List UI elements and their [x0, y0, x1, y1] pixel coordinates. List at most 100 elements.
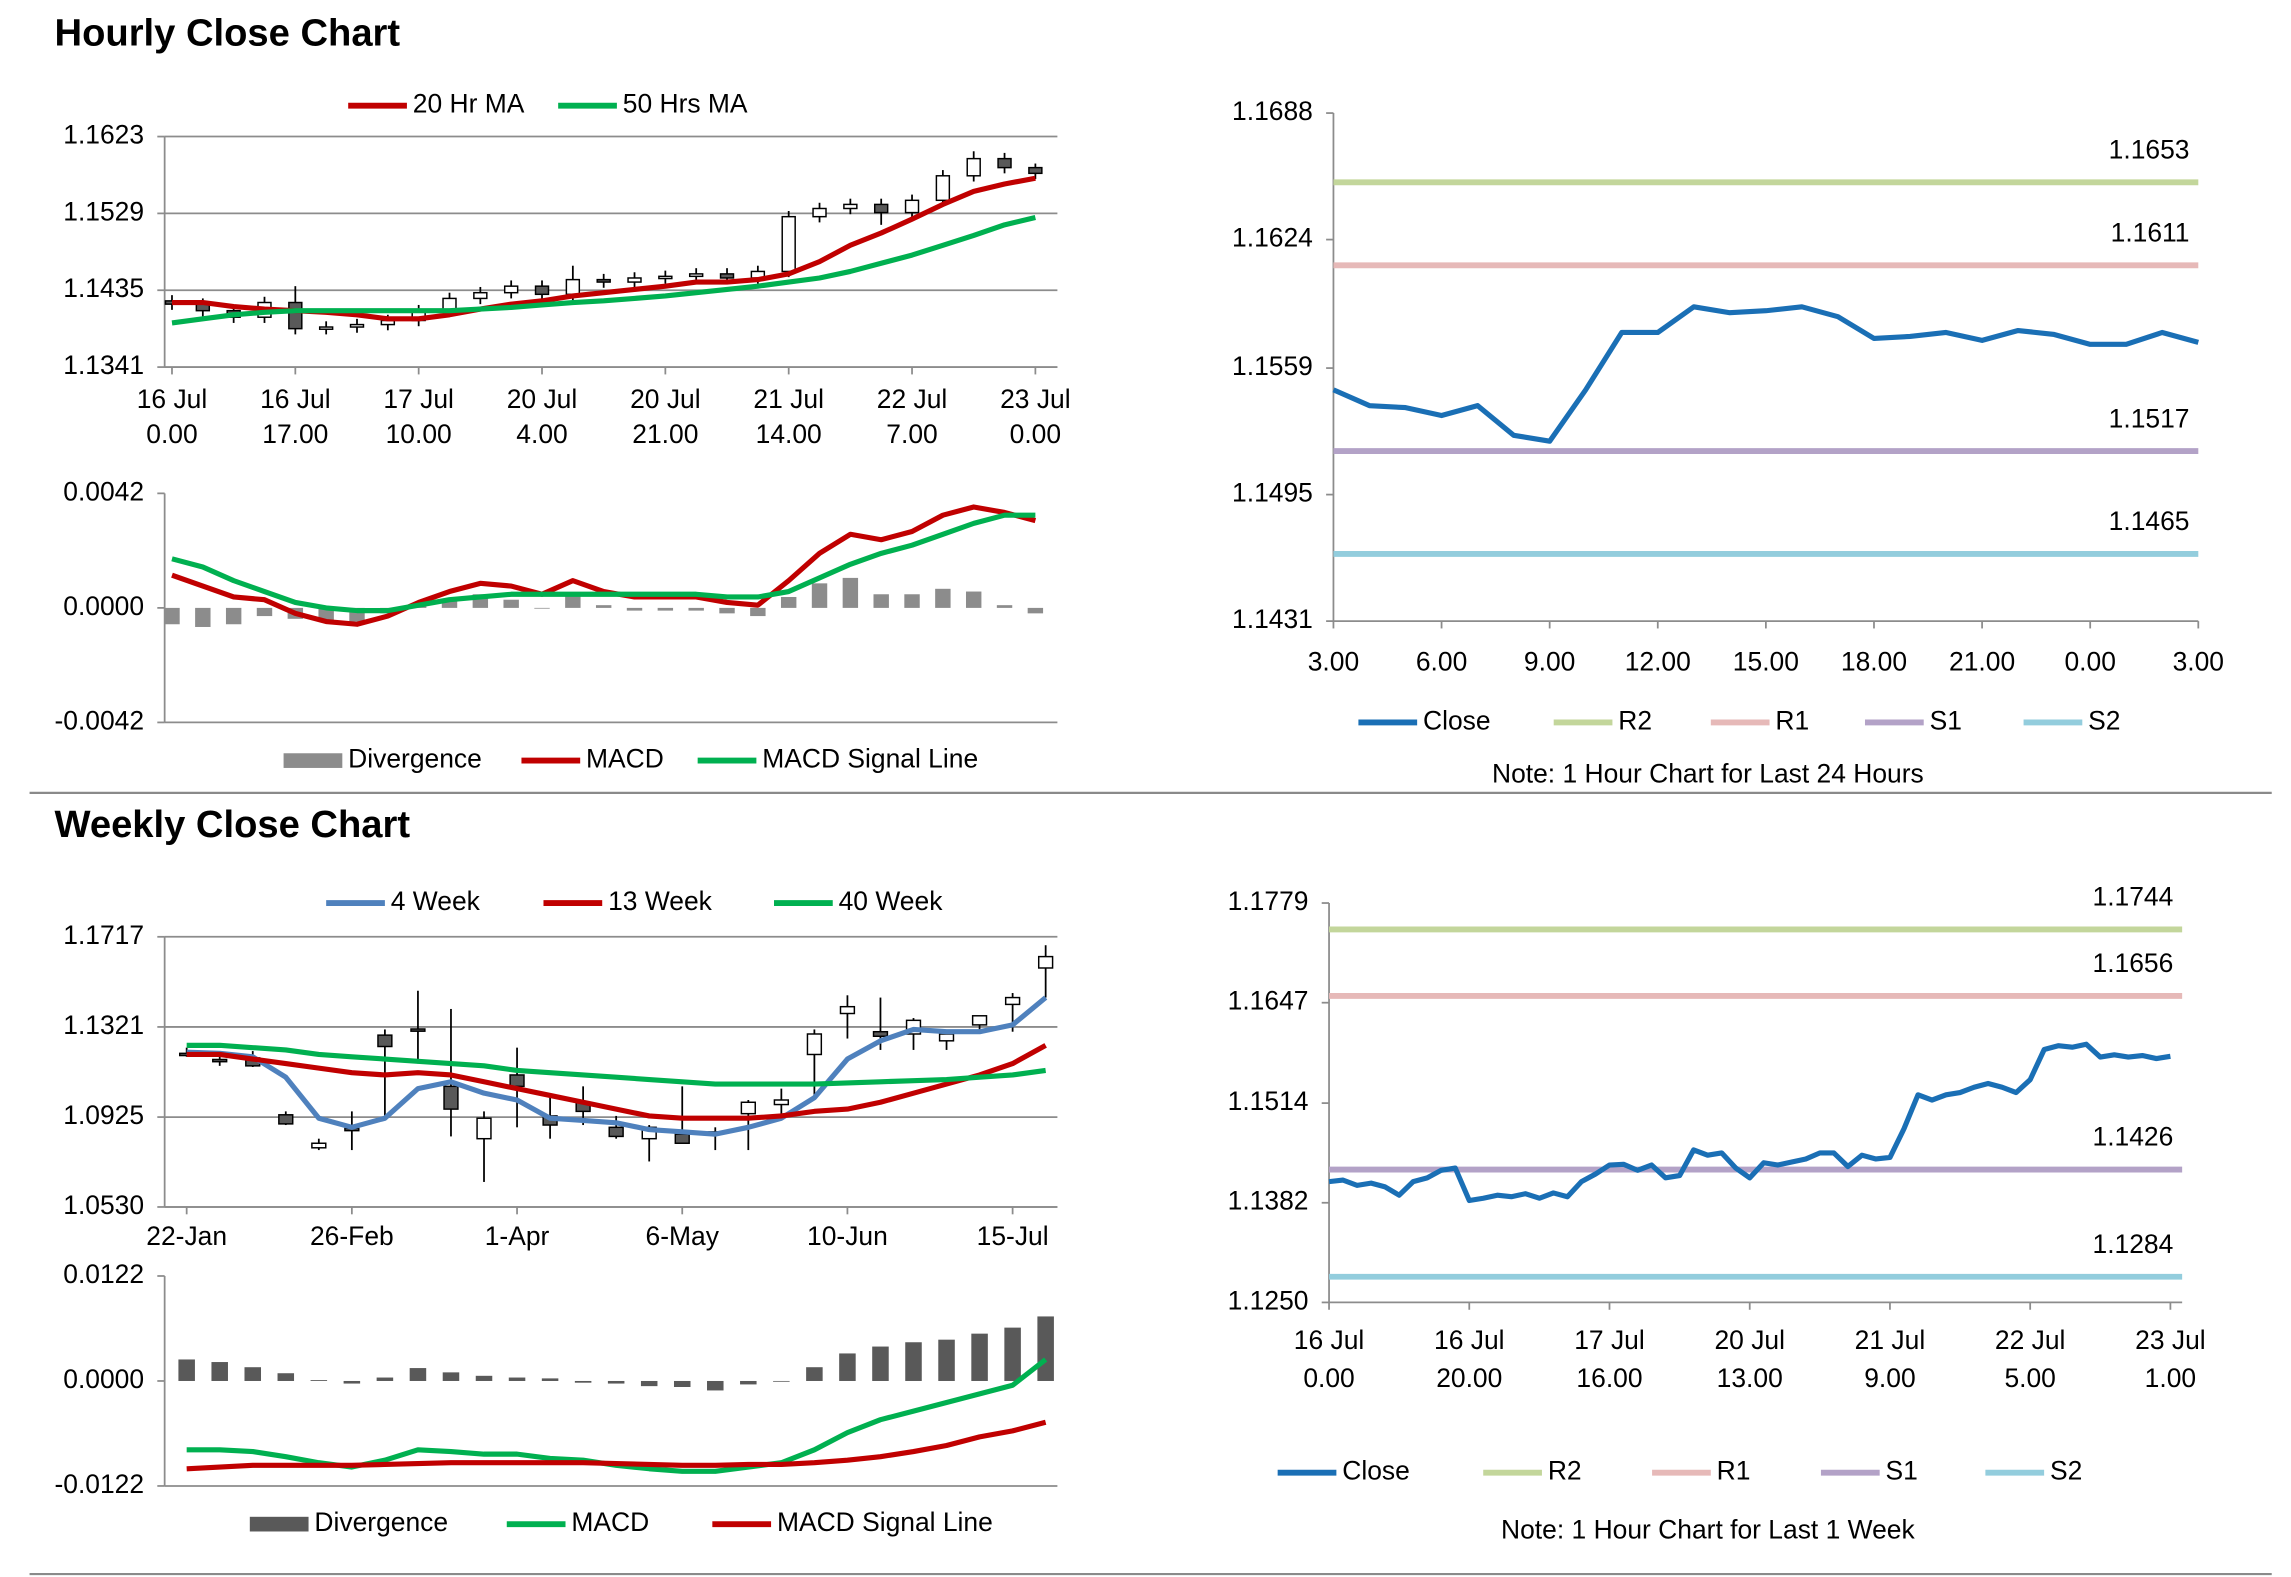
x-tick-label: 23 Jul — [2135, 1325, 2206, 1355]
divergence-bar — [740, 1380, 757, 1385]
x-tick-label: 6.00 — [1416, 647, 1467, 677]
x-tick-label: 21.00 — [1949, 647, 2015, 677]
x-tick-label: 3.00 — [1308, 647, 1359, 677]
legend-label: 13 Week — [608, 886, 713, 916]
y-tick-label: 1.1250 — [1228, 1285, 1309, 1315]
candle-body — [565, 278, 581, 296]
y-tick-label: 1.1514 — [1228, 1086, 1309, 1116]
candle-body — [212, 1058, 228, 1063]
legend-swatch — [249, 1516, 309, 1532]
x-tick-label: 17 Jul — [1574, 1325, 1645, 1355]
divergence-bar — [1027, 607, 1044, 614]
y-tick-label: 1.1341 — [63, 350, 144, 380]
divergence-bar — [442, 1372, 460, 1381]
divergence-bar — [688, 607, 704, 611]
x-tick-label: 9.00 — [1524, 647, 1575, 677]
candle-body — [812, 207, 827, 218]
x-tick-label: 20.00 — [1436, 1363, 1502, 1393]
x-tick-label: 21 Jul — [753, 384, 824, 414]
candle-body — [843, 203, 858, 210]
candle-body — [806, 1033, 823, 1056]
divergence-bar — [310, 1380, 328, 1381]
legend-label: R1 — [1775, 705, 1809, 735]
candle-body — [935, 175, 951, 202]
y-tick-label: 1.1321 — [63, 1010, 144, 1040]
y-tick-label: 1.1779 — [1228, 886, 1309, 916]
legend-label: MACD Signal Line — [762, 744, 978, 774]
x-tick-label: 20 Jul — [507, 384, 578, 414]
divergence-bar — [607, 1380, 625, 1384]
level-label: 1.1284 — [2093, 1229, 2174, 1259]
x-tick-label: 9.00 — [1864, 1363, 1915, 1393]
y-tick-label: 1.0925 — [63, 1100, 144, 1130]
x-tick-label: 7.00 — [886, 419, 937, 449]
candle-body — [997, 157, 1012, 169]
legend-label: 20 Hr MA — [413, 89, 525, 119]
x-tick-label: 5.00 — [2004, 1363, 2055, 1393]
y-tick-label: 0.0122 — [63, 1259, 144, 1289]
x-tick-label: 26-Feb — [310, 1221, 394, 1251]
legend-label: MACD — [571, 1507, 649, 1537]
divergence-bar — [996, 605, 1013, 608]
divergence-bar — [343, 1380, 361, 1384]
close-line — [1328, 1041, 2171, 1204]
divergence-bar — [1004, 1327, 1021, 1381]
legend-label: 40 Week — [839, 886, 944, 916]
level-label: 1.1465 — [2109, 506, 2190, 536]
legend-label: Divergence — [348, 744, 482, 774]
divergence-bar — [565, 594, 581, 608]
chart-note: Note: 1 Hour Chart for Last 24 Hours — [1492, 758, 1924, 788]
y-tick-label: 1.1717 — [63, 920, 144, 950]
divergence-bar — [750, 607, 766, 617]
divergence-bar — [574, 1380, 592, 1383]
candle-body — [503, 285, 519, 294]
divergence-bar — [811, 583, 828, 608]
y-tick-label: 1.1647 — [1228, 986, 1309, 1016]
divergence-bar — [935, 588, 951, 608]
x-tick-label: 12.00 — [1625, 647, 1691, 677]
legend-label: S2 — [2050, 1456, 2082, 1486]
candle-body — [740, 1101, 756, 1115]
x-tick-label: 20 Jul — [630, 384, 701, 414]
divergence-bar — [534, 607, 550, 609]
y-tick-label: 0.0000 — [63, 591, 144, 621]
y-tick-label: 1.1624 — [1232, 223, 1313, 253]
candle-body — [904, 199, 920, 214]
candle-body — [596, 278, 611, 283]
candle-body — [288, 301, 303, 330]
x-tick-label: 0.00 — [1303, 1363, 1354, 1393]
moving-average-line — [186, 995, 1048, 1137]
y-tick-label: 1.1495 — [1232, 478, 1313, 508]
moving-average-line — [186, 1043, 1047, 1121]
candle-body — [938, 1033, 955, 1042]
x-tick-label: 16.00 — [1576, 1363, 1642, 1393]
y-tick-label: 0.0000 — [63, 1364, 144, 1394]
candle-body — [1028, 166, 1043, 175]
x-tick-label: 21 Jul — [1855, 1325, 1926, 1355]
divergence-bar — [773, 1380, 790, 1382]
legend-label: S1 — [1886, 1456, 1918, 1486]
x-tick-label: 22-Jan — [146, 1221, 227, 1251]
divergence-bar — [503, 599, 519, 608]
level-label: 1.1426 — [2093, 1122, 2174, 1152]
divergence-bar — [164, 607, 180, 625]
divergence-bar — [707, 1380, 724, 1391]
divergence-bar — [657, 607, 674, 611]
legend-label: MACD — [586, 744, 664, 774]
section-heading: Hourly Close Chart — [55, 11, 401, 54]
divergence-bar — [225, 607, 242, 625]
x-tick-label: 6-May — [646, 1221, 720, 1251]
y-tick-label: 1.1529 — [63, 196, 144, 226]
legend-label: 50 Hrs MA — [623, 89, 748, 119]
x-tick-label: 23 Jul — [1000, 384, 1071, 414]
candle-body — [410, 1028, 426, 1032]
divergence-bar — [376, 1377, 394, 1381]
legend-label: Close — [1423, 705, 1491, 735]
candle-body — [781, 215, 796, 273]
legend-label: S2 — [2088, 705, 2120, 735]
legend-label: R2 — [1548, 1456, 1582, 1486]
legend-label: R1 — [1717, 1456, 1751, 1486]
